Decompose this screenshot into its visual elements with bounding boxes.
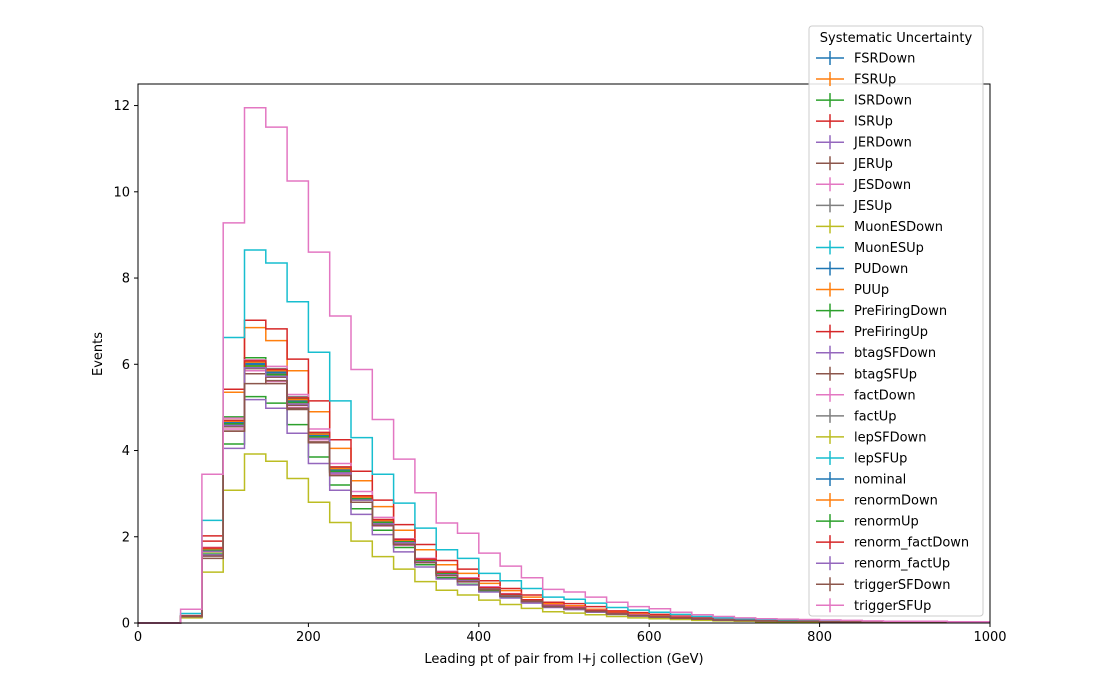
series-line-triggerSFUp [138,106,990,624]
legend: Systematic Uncertainty FSRDown FSRUp ISRDo… [808,25,984,617]
legend-item-FSRDown: FSRDown [816,51,915,67]
y-tick-label: 10 [113,185,130,200]
y-tick-label: 4 [122,444,130,459]
legend-item-lepSFDown: lepSFDown [816,429,926,445]
legend-item-PUDown: PUDown [816,261,908,277]
legend-item-factUp: factUp [816,408,897,424]
legend-item-PUUp: PUUp [816,282,889,298]
legend-label: ISRDown [854,94,912,109]
legend-label: renorm_factUp [854,557,950,572]
legend-label: MuonESDown [854,220,943,235]
x-tick-label: 400 [466,630,491,645]
x-tick-label: 800 [807,630,832,645]
legend-item-renorm_factDown: renorm_factDown [816,535,969,551]
legend-item-PreFiringDown: PreFiringDown [816,303,947,319]
series-line-lepSFUp [138,249,990,624]
legend-label: FSRUp [854,73,896,88]
legend-label: JERDown [853,136,912,151]
legend-item-FSRUp: FSRUp [816,72,896,88]
legend-item-triggerSFDown: triggerSFDown [816,577,950,593]
legend-label: btagSFDown [854,346,936,361]
legend-item-MuonESDown: MuonESDown [816,219,943,235]
y-tick-label: 0 [122,617,130,632]
legend-label: lepSFDown [854,430,926,445]
legend-item-ISRDown: ISRDown [816,93,912,109]
legend-label: renorm_factDown [854,536,969,551]
legend-item-lepSFUp: lepSFUp [816,450,907,466]
legend-label: lepSFUp [854,451,907,466]
legend-label: ISRUp [854,115,893,130]
legend-item-JESDown: JESDown [816,177,911,193]
x-axis: 0 200 400 600 800 1000 [134,623,1007,645]
x-tick-label: 1000 [973,630,1006,645]
legend-label: PreFiringDown [854,304,947,319]
y-tick-label: 6 [122,358,130,373]
legend-item-factDown: factDown [816,387,916,403]
legend-item-JERDown: JERDown [816,135,912,151]
y-tick-label: 12 [113,99,130,114]
legend-label: factUp [854,409,897,424]
legend-item-renormDown: renormDown [816,493,938,509]
legend-label: PreFiringUp [854,325,928,340]
legend-frame [808,25,984,617]
legend-label: MuonESUp [854,241,924,256]
legend-label: JESUp [853,199,892,214]
x-tick-label: 0 [134,630,142,645]
legend-label: JERUp [853,157,893,172]
legend-item-renorm_factUp: renorm_factUp [816,556,950,572]
legend-label: factDown [854,388,916,403]
series-line-triggerSFDown [138,379,990,624]
legend-item-ISRUp: ISRUp [816,114,893,130]
legend-label: triggerSFUp [854,599,931,614]
legend-item-JERUp: JERUp [816,156,893,172]
x-axis-label: Leading pt of pair from l+j collection (… [424,652,703,667]
legend-items: FSRDown FSRUp ISRDown ISRUp JERDown JERUp JESD… [816,51,969,614]
x-tick-label: 200 [296,630,321,645]
x-tick-label: 600 [637,630,662,645]
legend-label: FSRDown [854,52,915,67]
y-axis-label: Events [91,332,106,376]
y-axis: 0 2 4 6 8 10 12 [113,99,138,632]
legend-label: renormUp [854,515,919,530]
plot-lines [138,106,990,624]
legend-item-triggerSFUp: triggerSFUp [816,598,931,614]
legend-label: PUUp [854,283,889,298]
y-tick-label: 2 [122,530,130,545]
legend-item-renormUp: renormUp [816,514,919,530]
legend-item-PreFiringUp: PreFiringUp [816,324,928,340]
legend-label: JESDown [853,178,911,193]
legend-label: renormDown [854,494,938,509]
legend-label: nominal [854,473,906,488]
legend-item-btagSFDown: btagSFDown [816,345,936,361]
legend-item-nominal: nominal [816,472,906,488]
legend-label: PUDown [854,262,908,277]
legend-label: btagSFUp [854,367,917,382]
legend-title: Systematic Uncertainty [820,31,973,46]
y-tick-label: 8 [122,272,130,287]
legend-item-JESUp: JESUp [816,198,892,214]
legend-label: triggerSFDown [854,578,950,593]
plot-frame [137,83,991,624]
legend-item-MuonESUp: MuonESUp [816,240,924,256]
legend-item-btagSFUp: btagSFUp [816,366,917,382]
